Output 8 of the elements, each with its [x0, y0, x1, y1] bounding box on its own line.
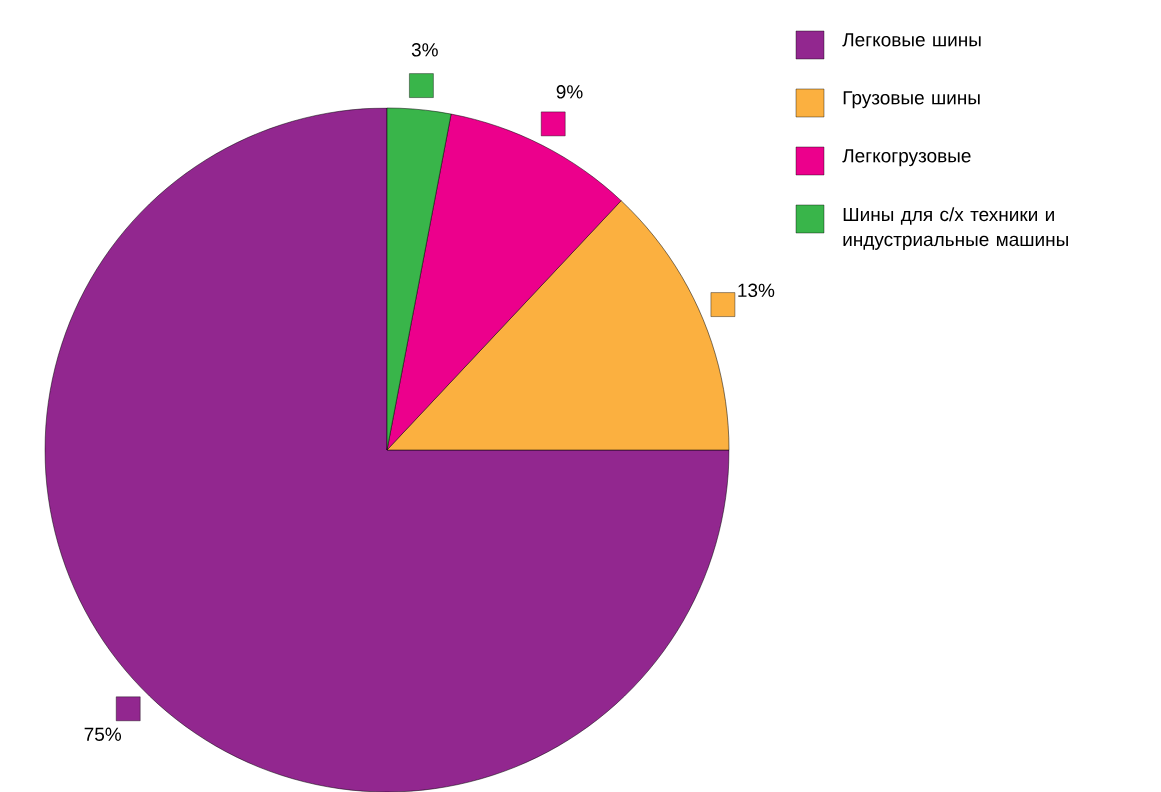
legend-label: Грузовые шины	[843, 91, 980, 109]
legend-label: Легкогрузовые	[842, 149, 971, 167]
legend-label: Шины для с/х техники и индустриальные машины	[843, 207, 1068, 250]
legend-label: Легковые шины	[842, 33, 981, 47]
data-label: 9%	[556, 84, 583, 99]
data-label: 3%	[411, 42, 438, 57]
data-label: 13%	[738, 283, 775, 297]
data-label: 75%	[84, 727, 122, 741]
